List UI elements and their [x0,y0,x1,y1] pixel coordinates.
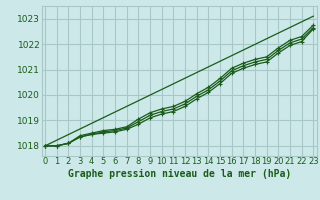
X-axis label: Graphe pression niveau de la mer (hPa): Graphe pression niveau de la mer (hPa) [68,169,291,179]
